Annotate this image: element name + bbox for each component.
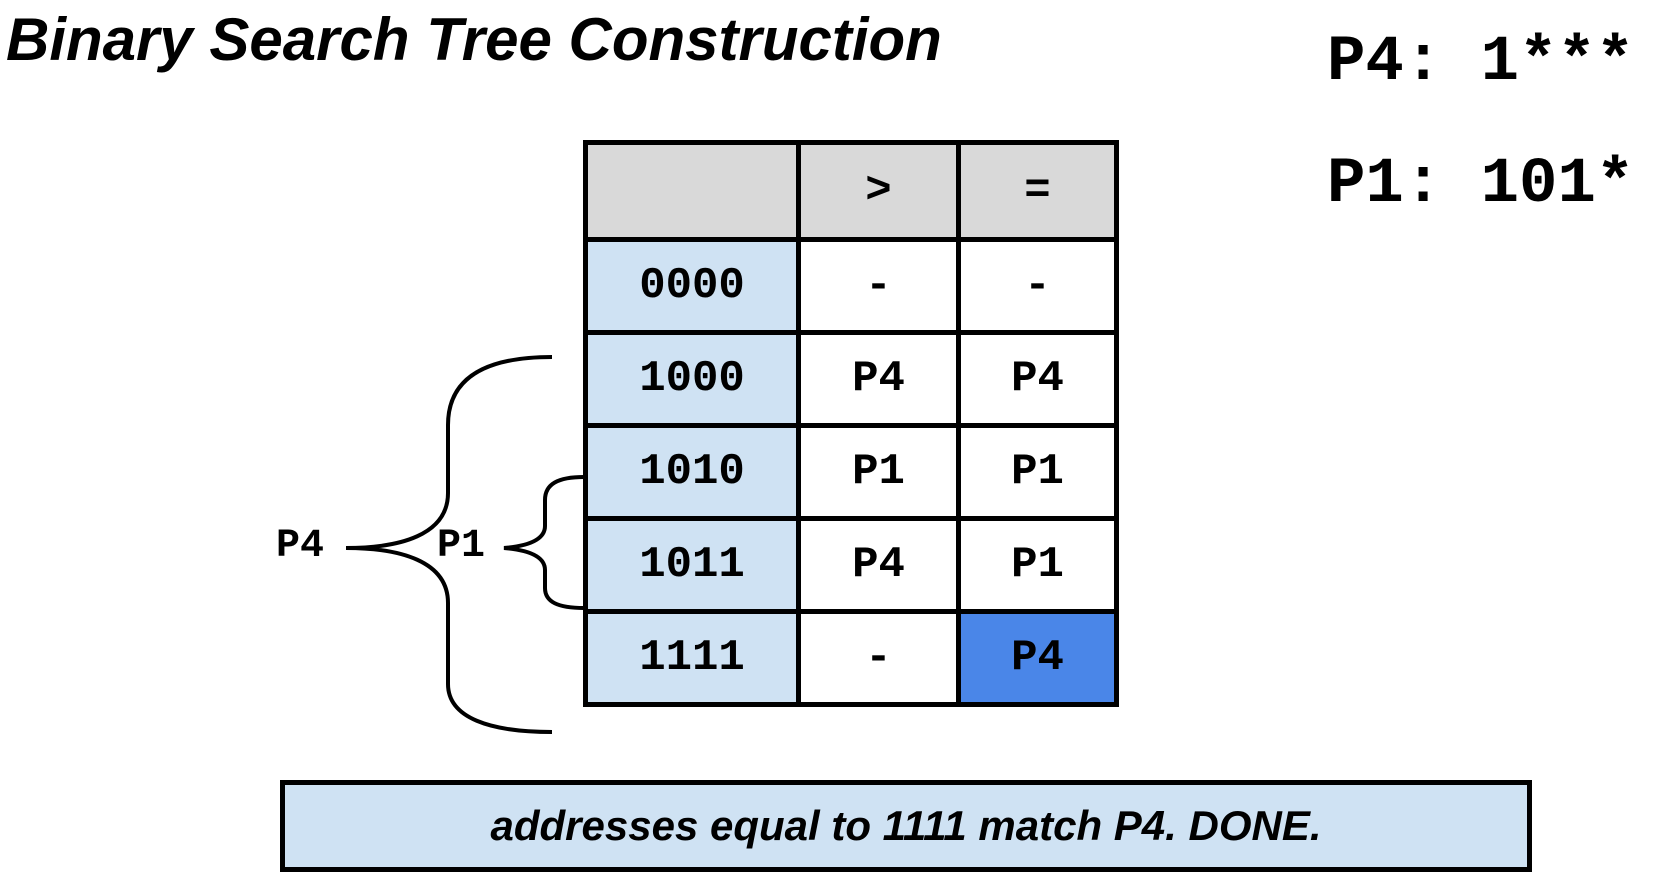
address-cell: 1111 <box>583 609 801 707</box>
header-greater-cell: > <box>796 140 961 242</box>
outer-brace <box>345 355 553 734</box>
greater-cell: P1 <box>796 423 961 521</box>
equal-cell: P1 <box>956 423 1119 521</box>
header-address-cell <box>583 140 801 242</box>
address-cell: 1000 <box>583 330 801 428</box>
greater-cell: - <box>796 237 961 335</box>
bst-table: > = 0000 - - 1000 P4 P4 1010 P1 P1 1011 … <box>583 140 1119 707</box>
header-equal-cell: = <box>956 140 1119 242</box>
address-cell: 1011 <box>583 516 801 614</box>
inner-brace-label: P1 <box>437 524 486 569</box>
equal-cell: - <box>956 237 1119 335</box>
greater-cell: - <box>796 609 961 707</box>
table-row: 0000 - - <box>583 237 1119 335</box>
equal-cell-highlighted: P4 <box>956 609 1119 707</box>
equal-cell: P4 <box>956 330 1119 428</box>
outer-brace-label: P4 <box>276 524 325 569</box>
prefix-p4: P4: 1*** <box>1327 27 1635 99</box>
table-row: 1011 P4 P1 <box>583 516 1119 614</box>
caption-text: addresses equal to 1111 match P4. DONE. <box>490 802 1322 849</box>
equal-cell: P1 <box>956 516 1119 614</box>
table-row: 1111 - P4 <box>583 609 1119 707</box>
table-row: 1000 P4 P4 <box>583 330 1119 428</box>
address-cell: 0000 <box>583 237 801 335</box>
diagram-title: Binary Search Tree Construction <box>6 6 942 73</box>
greater-cell: P4 <box>796 516 961 614</box>
greater-cell: P4 <box>796 330 961 428</box>
prefix-p1: P1: 101* <box>1327 149 1635 221</box>
caption-box: addresses equal to 1111 match P4. DONE. <box>280 780 1532 872</box>
inner-brace <box>503 475 585 610</box>
table-header-row: > = <box>583 140 1119 242</box>
table-row: 1010 P1 P1 <box>583 423 1119 521</box>
address-cell: 1010 <box>583 423 801 521</box>
